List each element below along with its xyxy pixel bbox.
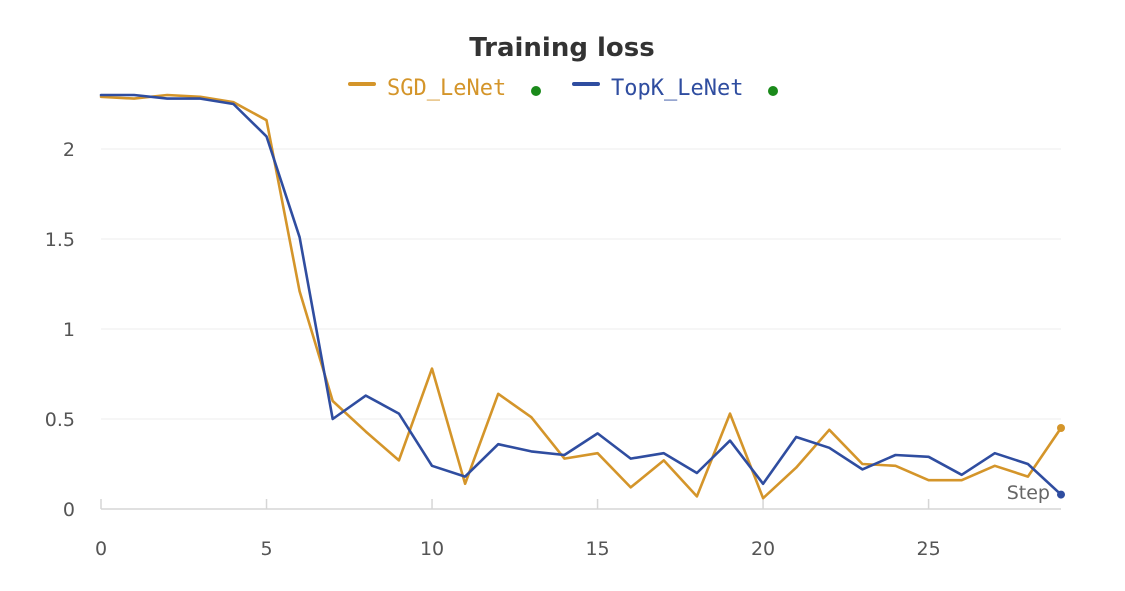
y-tick-label: 2 — [63, 139, 75, 161]
gridlines — [101, 148, 1061, 420]
legend-item-sgd-lenet[interactable]: SGD_LeNet — [348, 76, 541, 101]
series-lines — [99, 93, 1063, 500]
y-tick-label: 0.5 — [45, 409, 75, 431]
axes: 00.511.520 5 10 15 20 25 — [45, 139, 1061, 560]
y-tick-label: 1.5 — [45, 229, 75, 251]
legend-label: TopK_LeNet — [611, 76, 743, 101]
x-tick-label: 5 — [260, 538, 272, 560]
series-endpoint-sgd-lenet — [1057, 424, 1065, 432]
x-tick-label: 20 — [751, 538, 775, 560]
series-endpoint-topk-lenet — [1057, 490, 1065, 499]
legend-label: SGD_LeNet — [387, 76, 506, 101]
x-tick-label: 0 — [95, 538, 107, 560]
x-tick-label: 15 — [585, 538, 609, 560]
status-dot-icon — [768, 86, 778, 96]
x-axis-label: Step — [1007, 482, 1050, 504]
legend-item-topk-lenet[interactable]: TopK_LeNet — [572, 76, 778, 101]
status-dot-icon — [531, 86, 541, 96]
chart-title: Training loss — [469, 33, 654, 63]
y-tick-label: 0 — [63, 499, 75, 521]
series-line-topk-lenet — [99, 93, 1063, 496]
legend: SGD_LeNet TopK_LeNet — [348, 76, 778, 101]
x-tick-label: 25 — [916, 538, 940, 560]
series-line-sgd-lenet — [99, 93, 1063, 500]
x-tick-label: 10 — [420, 538, 444, 560]
series-endpoints — [1057, 424, 1065, 499]
y-tick-label: 1 — [63, 319, 75, 341]
